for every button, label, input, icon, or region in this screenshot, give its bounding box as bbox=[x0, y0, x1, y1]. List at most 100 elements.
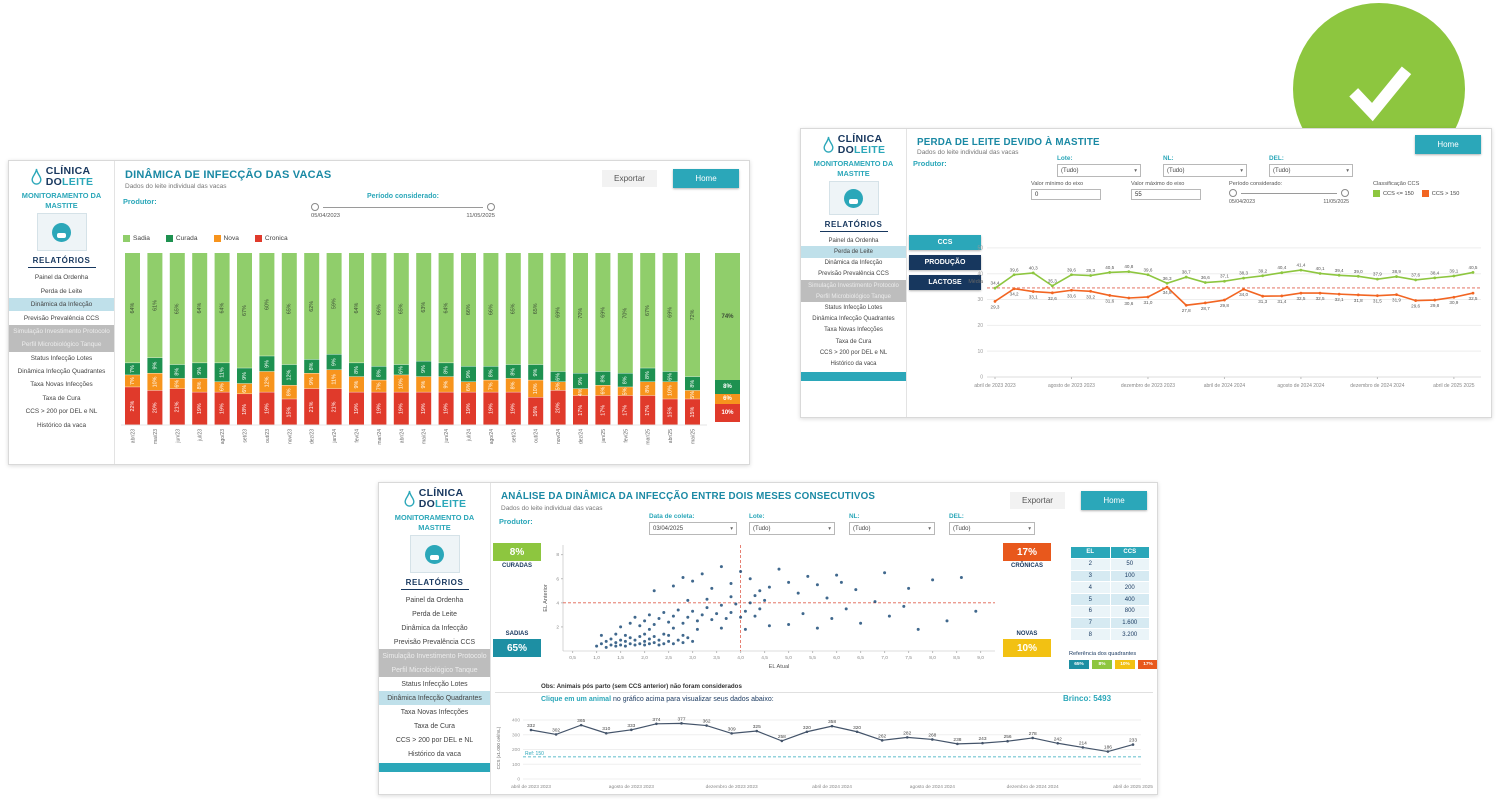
bar-segment-nova[interactable] bbox=[326, 369, 342, 389]
bar-segment-nova[interactable] bbox=[281, 385, 297, 399]
sidebar-item-3[interactable]: Previsão Prevalência CCS bbox=[23, 314, 100, 322]
bar-segment-curada[interactable] bbox=[214, 363, 230, 382]
bar-segment-sadia[interactable] bbox=[304, 253, 320, 360]
bar-segment-sadia[interactable] bbox=[326, 253, 342, 355]
scatter-point[interactable] bbox=[609, 637, 613, 641]
data-point[interactable] bbox=[1452, 295, 1456, 299]
scatter-point[interactable] bbox=[945, 619, 949, 623]
data-point[interactable] bbox=[1299, 291, 1303, 295]
scatter-point[interactable] bbox=[614, 632, 618, 636]
sidebar-item-6[interactable]: Status Infecção Lotes bbox=[30, 354, 93, 362]
scatter-point[interactable] bbox=[753, 594, 757, 598]
bar-segment-cronica[interactable] bbox=[505, 392, 521, 425]
data-point[interactable] bbox=[1433, 298, 1437, 302]
data-point[interactable] bbox=[1299, 268, 1303, 272]
scatter-point[interactable] bbox=[739, 570, 743, 573]
scatter-point[interactable] bbox=[681, 641, 685, 645]
data-point[interactable] bbox=[1131, 743, 1135, 746]
scatter-point[interactable] bbox=[686, 636, 690, 640]
bar-segment-curada[interactable] bbox=[192, 363, 208, 379]
period-slider[interactable] bbox=[1229, 189, 1349, 197]
bar-segment-sadia[interactable] bbox=[214, 253, 230, 363]
bar-segment-curada[interactable] bbox=[304, 359, 320, 373]
scatter-point[interactable] bbox=[628, 621, 632, 625]
scatter-point[interactable] bbox=[671, 614, 675, 618]
scatter-point[interactable] bbox=[599, 642, 603, 646]
home-button[interactable]: Home bbox=[1081, 491, 1147, 510]
data-point[interactable] bbox=[1452, 274, 1456, 278]
filter-dropdown[interactable]: (Tudo) ▾ bbox=[1269, 164, 1353, 177]
export-button[interactable]: Exportar bbox=[1010, 492, 1065, 509]
sidebar-item-2[interactable]: Dinâmica da Infecção bbox=[401, 624, 468, 632]
bar-segment-nova[interactable] bbox=[662, 382, 678, 399]
data-point[interactable] bbox=[529, 728, 533, 732]
bar-segment-cronica[interactable] bbox=[483, 392, 499, 425]
scatter-point[interactable] bbox=[931, 578, 935, 582]
bar-segment-nova[interactable] bbox=[416, 376, 432, 392]
bar-segment-sadia[interactable] bbox=[505, 253, 521, 365]
scatter-point[interactable] bbox=[729, 595, 733, 599]
data-point[interactable] bbox=[1471, 291, 1475, 295]
bar-segment-curada[interactable] bbox=[685, 376, 700, 391]
scatter-point[interactable] bbox=[643, 632, 647, 636]
data-point[interactable] bbox=[1070, 288, 1073, 292]
bar-segment-sadia[interactable] bbox=[617, 253, 633, 373]
scatter-point[interactable] bbox=[671, 584, 675, 588]
data-point[interactable] bbox=[830, 724, 834, 728]
data-point[interactable] bbox=[1433, 276, 1437, 280]
sidebar-item-10[interactable]: CCS > 200 por DEL e NL bbox=[819, 349, 888, 356]
scatter-point[interactable] bbox=[787, 623, 791, 626]
data-point[interactable] bbox=[1223, 279, 1226, 283]
bar-segment-sadia[interactable] bbox=[662, 253, 678, 372]
data-point[interactable] bbox=[1395, 275, 1398, 278]
data-point[interactable] bbox=[554, 733, 558, 736]
scatter-point[interactable] bbox=[686, 615, 690, 619]
scatter-point[interactable] bbox=[604, 645, 608, 649]
scatter-point[interactable] bbox=[748, 577, 752, 581]
tab-produção[interactable]: PRODUÇÃO bbox=[909, 255, 981, 270]
scatter-point[interactable] bbox=[657, 616, 661, 620]
data-point[interactable] bbox=[931, 738, 934, 741]
sidebar-item-7[interactable]: Dinâmica Infecção Quadrantes bbox=[379, 691, 490, 706]
scatter-point[interactable] bbox=[633, 643, 637, 647]
scatter-point[interactable] bbox=[719, 565, 723, 569]
export-button[interactable]: Exportar bbox=[602, 170, 657, 187]
data-point[interactable] bbox=[1223, 298, 1226, 302]
bar-segment-cronica[interactable] bbox=[438, 392, 454, 425]
sidebar-item-11[interactable]: Histórico da vaca bbox=[408, 750, 461, 758]
data-point[interactable] bbox=[1006, 739, 1009, 743]
scatter-point[interactable] bbox=[647, 637, 651, 641]
sidebar-item-11[interactable]: Histórico da vaca bbox=[830, 360, 877, 367]
scatter-point[interactable] bbox=[758, 607, 762, 611]
scatter-point[interactable] bbox=[647, 627, 651, 631]
sidebar-item-11[interactable]: Histórico da vaca bbox=[36, 421, 87, 429]
scatter-point[interactable] bbox=[806, 574, 810, 578]
scatter-point[interactable] bbox=[643, 643, 647, 647]
data-point[interactable] bbox=[855, 730, 859, 734]
filter-dropdown[interactable]: (Tudo) ▾ bbox=[949, 522, 1035, 535]
data-point[interactable] bbox=[1070, 273, 1073, 277]
sidebar-item-0[interactable]: Painel da Ordenha bbox=[34, 274, 89, 282]
sidebar-item-1[interactable]: Perda de Leite bbox=[40, 287, 83, 295]
scatter-point[interactable] bbox=[628, 642, 632, 646]
scatter-point[interactable] bbox=[743, 609, 747, 613]
scatter-point[interactable] bbox=[619, 625, 623, 629]
data-point[interactable] bbox=[1108, 294, 1112, 297]
scatter-point[interactable] bbox=[859, 621, 863, 625]
scatter-point[interactable] bbox=[887, 614, 891, 618]
sidebar-item-0[interactable]: Painel da Ordenha bbox=[828, 237, 879, 244]
data-point[interactable] bbox=[1471, 271, 1475, 274]
tab-ccs[interactable]: CCS bbox=[909, 235, 981, 250]
bar-segment-nova[interactable] bbox=[528, 380, 544, 398]
bar-segment-nova[interactable] bbox=[349, 376, 364, 392]
bar-segment-sadia[interactable] bbox=[349, 253, 364, 363]
data-point[interactable] bbox=[1031, 271, 1035, 275]
scatter-point[interactable] bbox=[787, 580, 791, 584]
sidebar-item-2[interactable]: Dinâmica da Infecção bbox=[824, 260, 883, 267]
bar-segment-cronica[interactable] bbox=[326, 388, 342, 425]
data-point[interactable] bbox=[755, 729, 759, 733]
scatter-point[interactable] bbox=[695, 627, 699, 631]
scatter-point[interactable] bbox=[643, 619, 647, 623]
scatter-point[interactable] bbox=[729, 610, 733, 614]
scatter-point[interactable] bbox=[657, 638, 661, 642]
